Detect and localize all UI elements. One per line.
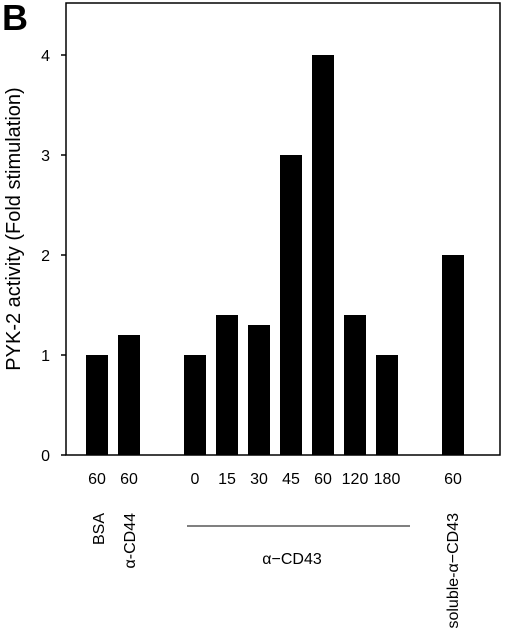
x-tick-label-8: 180	[374, 471, 401, 488]
y-tick-label-1: 1	[41, 348, 50, 365]
y-tick-label-4: 4	[41, 48, 50, 65]
x-tick-label-9: 60	[444, 471, 462, 488]
y-tick-label-3: 3	[41, 148, 50, 165]
y-axis-label: PYK-2 activity (Fold stimulation)	[3, 87, 25, 370]
x-axis: 60 60 0 15 30 45 60 120 180 60	[88, 471, 462, 488]
x-tick-label-4: 30	[250, 471, 268, 488]
group-label-soluble: soluble-α−CD43	[445, 513, 462, 629]
group-label-cd43: α−CD43	[262, 551, 322, 568]
bars	[86, 55, 464, 455]
y-tick-label-2: 2	[41, 248, 50, 265]
x-tick-label-0: 60	[88, 471, 106, 488]
y-axis: 0 1 2 3 4	[41, 48, 66, 465]
x-tick-label-7: 120	[342, 471, 369, 488]
panel-label: B	[2, 0, 28, 38]
x-tick-label-6: 60	[314, 471, 332, 488]
x-tick-label-5: 45	[282, 471, 300, 488]
bar-3	[216, 315, 238, 455]
bar-0	[86, 355, 108, 455]
bar-5	[280, 155, 302, 455]
bar-4	[248, 325, 270, 455]
group-label-cd44: α-CD44	[122, 513, 139, 569]
x-tick-label-3: 15	[218, 471, 236, 488]
x-tick-label-1: 60	[120, 471, 138, 488]
group-label-bsa: BSA	[91, 513, 108, 545]
y-tick-label-0: 0	[41, 448, 50, 465]
bar-1	[118, 335, 140, 455]
x-tick-label-2: 0	[191, 471, 200, 488]
bar-7	[344, 315, 366, 455]
bar-2	[184, 355, 206, 455]
bar-8	[376, 355, 398, 455]
bar-6	[312, 55, 334, 455]
bar-9	[442, 255, 464, 455]
